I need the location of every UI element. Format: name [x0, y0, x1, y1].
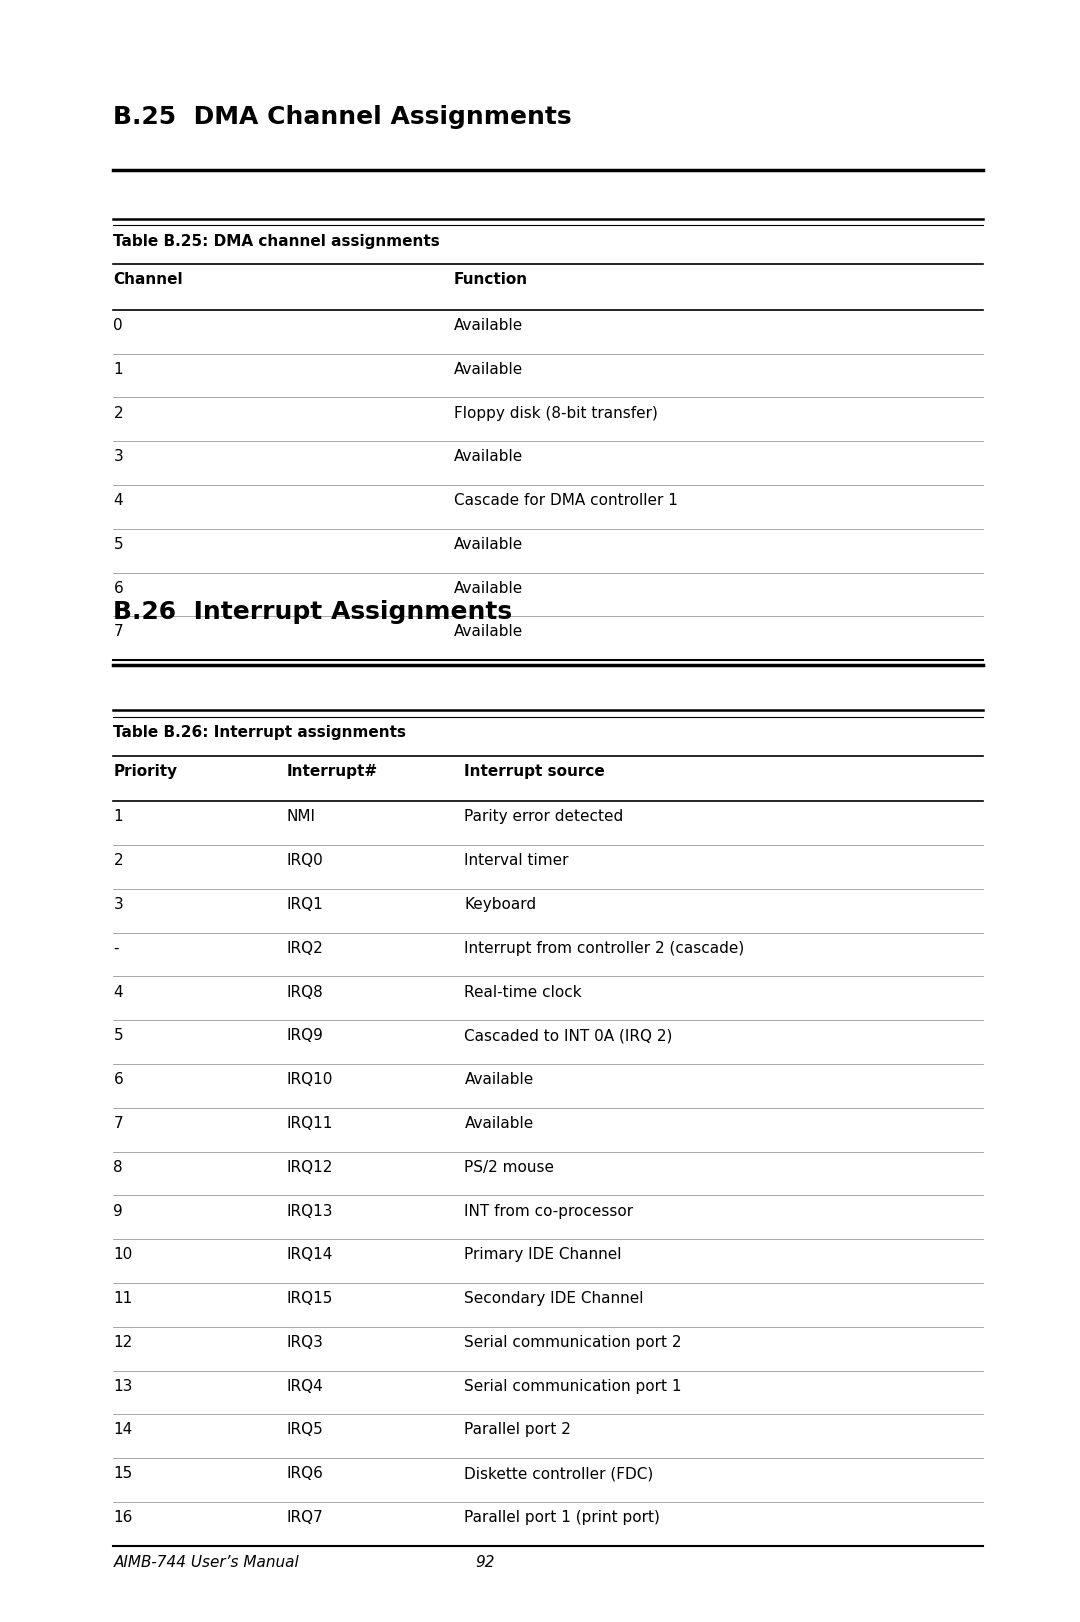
Text: 5: 5 [113, 1028, 123, 1043]
Text: 4: 4 [113, 493, 123, 508]
Text: 9: 9 [113, 1204, 123, 1218]
Text: Floppy disk (8-bit transfer): Floppy disk (8-bit transfer) [454, 406, 658, 420]
Text: IRQ2: IRQ2 [286, 941, 323, 955]
Text: Keyboard: Keyboard [464, 897, 537, 912]
Text: -: - [113, 941, 119, 955]
Text: 6: 6 [113, 1072, 123, 1087]
Text: 16: 16 [113, 1510, 133, 1525]
Text: 4: 4 [113, 985, 123, 999]
Text: 3: 3 [113, 897, 123, 912]
Text: 0: 0 [113, 318, 123, 333]
Text: Function: Function [454, 272, 528, 287]
Text: Table B.25: DMA channel assignments: Table B.25: DMA channel assignments [113, 234, 441, 248]
Text: Interval timer: Interval timer [464, 853, 569, 868]
Text: IRQ0: IRQ0 [286, 853, 323, 868]
Text: Available: Available [454, 581, 523, 595]
Text: 2: 2 [113, 853, 123, 868]
Text: Real-time clock: Real-time clock [464, 985, 582, 999]
Text: 92: 92 [475, 1555, 495, 1570]
Text: IRQ4: IRQ4 [286, 1379, 323, 1393]
Text: IRQ7: IRQ7 [286, 1510, 323, 1525]
Text: B.25  DMA Channel Assignments: B.25 DMA Channel Assignments [113, 105, 572, 130]
Text: Available: Available [464, 1072, 534, 1087]
Text: Interrupt#: Interrupt# [286, 764, 377, 779]
Text: Cascaded to INT 0A (IRQ 2): Cascaded to INT 0A (IRQ 2) [464, 1028, 673, 1043]
Text: AIMB-744 User’s Manual: AIMB-744 User’s Manual [113, 1555, 299, 1570]
Text: IRQ13: IRQ13 [286, 1204, 333, 1218]
Text: IRQ12: IRQ12 [286, 1160, 333, 1174]
Text: Channel: Channel [113, 272, 183, 287]
Text: IRQ6: IRQ6 [286, 1466, 323, 1481]
Text: IRQ15: IRQ15 [286, 1291, 333, 1306]
Text: 3: 3 [113, 449, 123, 464]
Text: Interrupt from controller 2 (cascade): Interrupt from controller 2 (cascade) [464, 941, 744, 955]
Text: IRQ9: IRQ9 [286, 1028, 323, 1043]
Text: 1: 1 [113, 809, 123, 824]
Text: 15: 15 [113, 1466, 133, 1481]
Text: Available: Available [454, 449, 523, 464]
Text: Available: Available [454, 362, 523, 376]
Text: Secondary IDE Channel: Secondary IDE Channel [464, 1291, 644, 1306]
Text: Parallel port 2: Parallel port 2 [464, 1422, 571, 1437]
Text: 2: 2 [113, 406, 123, 420]
Text: Available: Available [454, 624, 523, 639]
Text: PS/2 mouse: PS/2 mouse [464, 1160, 554, 1174]
Text: IRQ11: IRQ11 [286, 1116, 333, 1131]
Text: Parity error detected: Parity error detected [464, 809, 623, 824]
Text: Priority: Priority [113, 764, 177, 779]
Text: 5: 5 [113, 537, 123, 551]
Text: Cascade for DMA controller 1: Cascade for DMA controller 1 [454, 493, 677, 508]
Text: 7: 7 [113, 1116, 123, 1131]
Text: Table B.26: Interrupt assignments: Table B.26: Interrupt assignments [113, 725, 406, 740]
Text: Parallel port 1 (print port): Parallel port 1 (print port) [464, 1510, 660, 1525]
Text: IRQ8: IRQ8 [286, 985, 323, 999]
Text: Available: Available [454, 537, 523, 551]
Text: IRQ14: IRQ14 [286, 1247, 333, 1262]
Text: B.26  Interrupt Assignments: B.26 Interrupt Assignments [113, 600, 513, 624]
Text: Diskette controller (FDC): Diskette controller (FDC) [464, 1466, 653, 1481]
Text: IRQ1: IRQ1 [286, 897, 323, 912]
Text: Serial communication port 1: Serial communication port 1 [464, 1379, 681, 1393]
Text: Available: Available [454, 318, 523, 333]
Text: NMI: NMI [286, 809, 315, 824]
Text: IRQ10: IRQ10 [286, 1072, 333, 1087]
Text: IRQ5: IRQ5 [286, 1422, 323, 1437]
Text: Serial communication port 2: Serial communication port 2 [464, 1335, 681, 1350]
Text: 13: 13 [113, 1379, 133, 1393]
Text: IRQ3: IRQ3 [286, 1335, 323, 1350]
Text: 10: 10 [113, 1247, 133, 1262]
Text: Primary IDE Channel: Primary IDE Channel [464, 1247, 622, 1262]
Text: 14: 14 [113, 1422, 133, 1437]
Text: 7: 7 [113, 624, 123, 639]
Text: 12: 12 [113, 1335, 133, 1350]
Text: 6: 6 [113, 581, 123, 595]
Text: 1: 1 [113, 362, 123, 376]
Text: Interrupt source: Interrupt source [464, 764, 605, 779]
Text: 8: 8 [113, 1160, 123, 1174]
Text: INT from co-processor: INT from co-processor [464, 1204, 634, 1218]
Text: Available: Available [464, 1116, 534, 1131]
Text: 11: 11 [113, 1291, 133, 1306]
